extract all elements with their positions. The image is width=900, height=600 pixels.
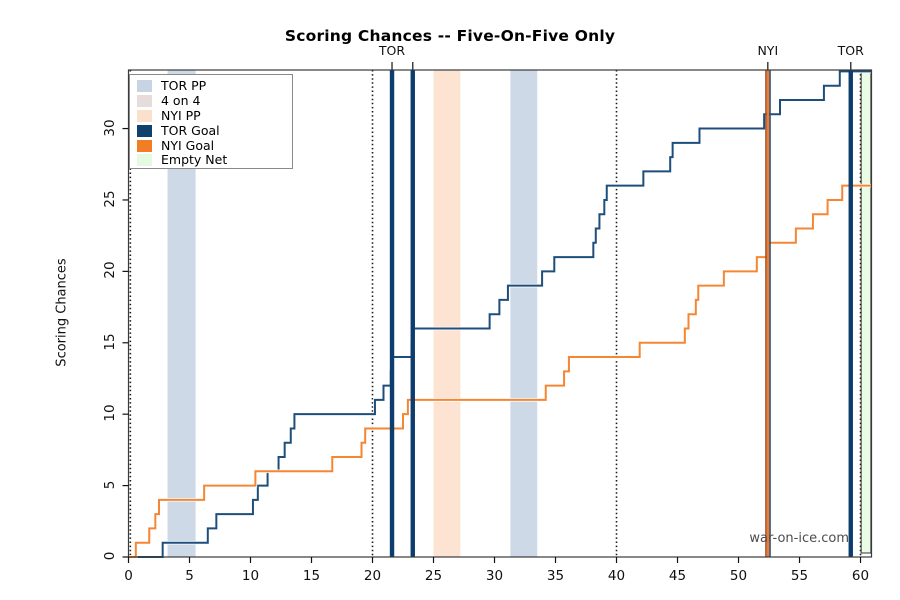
legend-label: NYI Goal (161, 137, 215, 153)
legend-swatch-empty-net (137, 154, 152, 167)
legend-label: TOR Goal (161, 122, 220, 138)
nyi-goal-line (765, 70, 767, 557)
watermark: war-on-ice.com (749, 531, 849, 546)
legend-swatch-tor-goal (137, 124, 152, 137)
x-tick-label: 30 (485, 568, 504, 584)
tor-pp-band (510, 70, 538, 557)
legend-swatch-tor-pp (137, 80, 152, 93)
empty-net-band (860, 69, 872, 554)
x-tick-label: 55 (790, 568, 809, 584)
y-tick-label: 25 (102, 190, 118, 208)
goal-label-tor: TOR (378, 43, 406, 58)
x-tick-label: 35 (546, 568, 565, 584)
y-tick-label: 15 (102, 333, 118, 351)
legend-item: 4 on 4 (137, 94, 292, 109)
nyi-pp-band (433, 70, 461, 557)
legend-item: NYI Goal (137, 138, 292, 153)
tor-goal-line (410, 70, 415, 557)
legend-item: Empty Net (137, 153, 292, 168)
x-tick-label: 60 (851, 568, 870, 584)
nyi-series-line (128, 184, 872, 558)
x-tick-label: 50 (729, 568, 748, 584)
x-tick-label: 0 (124, 568, 133, 584)
x-tick-label: 45 (668, 568, 687, 584)
y-tick-label: 20 (102, 261, 118, 279)
legend-swatch-nyi-goal (137, 139, 152, 152)
legend: TOR PP 4 on 4 NYI PP TOR Goal NYI Goal Empty … (129, 74, 293, 169)
goal-label-nyi: NYI (757, 43, 779, 58)
legend-label: 4 on 4 (161, 93, 201, 109)
x-tick-label: 20 (363, 568, 382, 584)
y-tick-label: 0 (102, 551, 118, 561)
tor-goal-line (848, 70, 853, 557)
tor-goal-line (389, 70, 395, 557)
x-tick-label: 10 (241, 568, 260, 584)
x-tick-label: 40 (607, 568, 626, 584)
legend-label: NYI PP (161, 107, 201, 123)
legend-item: TOR PP (137, 79, 292, 94)
legend-item: NYI PP (137, 109, 292, 124)
legend-swatch-4-on-4 (137, 95, 152, 108)
legend-label: TOR PP (161, 78, 207, 94)
tor-series-line (128, 70, 872, 558)
y-tick-label: 5 (102, 480, 118, 489)
chart-title: Scoring Chances -- Five-On-Five Only (284, 27, 616, 45)
legend-swatch-nyi-pp (137, 109, 152, 122)
goal-label-tor: TOR (837, 43, 864, 58)
nyi-goal-line (769, 70, 771, 557)
y-tick-label: 10 (102, 404, 118, 422)
plot-border (127, 69, 873, 558)
x-tick-label: 25 (424, 568, 443, 584)
y-tick-label: 30 (102, 118, 118, 137)
legend-item: TOR Goal (137, 123, 292, 138)
nyi-goal-line (766, 70, 770, 557)
legend-label: Empty Net (161, 152, 228, 168)
x-tick-label: 15 (302, 568, 321, 584)
x-tick-label: 5 (185, 568, 194, 584)
